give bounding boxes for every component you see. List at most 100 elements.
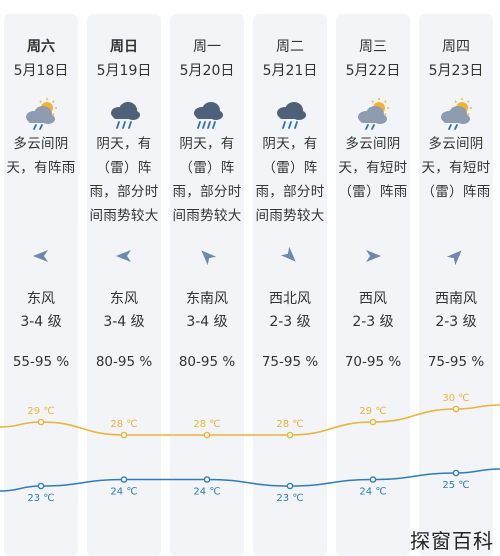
- high-temp-label: 28 ℃: [276, 419, 303, 430]
- watermark: 探窗百科: [410, 529, 494, 553]
- high-temp-line: [0, 404, 500, 436]
- day-name: 周六: [27, 39, 55, 55]
- day-name: 周日: [110, 39, 138, 55]
- wind-level: 3-4 级: [103, 314, 145, 330]
- high-temp-point: [369, 418, 377, 426]
- low-temp-point: [452, 469, 460, 477]
- arrow-up-left-icon: [197, 246, 217, 266]
- weather-description-line: （雷）阵: [96, 160, 152, 176]
- day-column: 周一 5月20日 阴天，有 （雷）阵 雨，部分时 间雨势较大 东南风 3-4 级 80…: [170, 14, 244, 556]
- high-temp-point: [452, 405, 460, 413]
- day-column: 周四 5月23日 多云间阴天，有短时 （雷）阵雨 西南风 2-3 级 75-95 …: [419, 14, 493, 556]
- weather-description-line: （雷）阵: [179, 160, 235, 176]
- day-name: 周二: [276, 39, 304, 55]
- wind-direction: 东风: [110, 291, 138, 307]
- weather-description: 多云间阴天，有阵雨: [0, 132, 82, 180]
- arrow-left-icon: [114, 246, 134, 266]
- weather-description-line: 雨，部分时: [255, 184, 325, 200]
- wind-direction: 东南风: [186, 291, 228, 307]
- high-temp-label: 29 ℃: [359, 406, 386, 417]
- high-temp-label: 28 ℃: [193, 419, 220, 430]
- weather-description: 阴天，有 （雷）阵雨，部分时间雨势较大: [249, 132, 331, 228]
- weather-description: 阴天，有 （雷）阵雨，部分时间雨势较大: [83, 132, 165, 228]
- rain-cloud-icon: [107, 98, 141, 130]
- humidity: 75-95 %: [261, 354, 319, 370]
- wind-level: 2-3 级: [435, 314, 477, 330]
- arrow-down-right-icon: [280, 246, 300, 266]
- day-column: 周二 5月21日 阴天，有 （雷）阵雨，部分时间雨势较大 西北风 2-3 级 75…: [253, 14, 327, 556]
- weather-description-line: 间雨势较大: [255, 208, 325, 224]
- weather-description: 阴天，有 （雷）阵 雨，部分时 间雨势较大: [166, 132, 248, 228]
- wind-level: 3-4 级: [186, 314, 228, 330]
- high-temp-label: 29 ℃: [27, 406, 54, 417]
- weather-description-line: （雷）阵雨: [421, 184, 491, 200]
- low-temp-point: [369, 476, 377, 483]
- low-temp-point: [203, 476, 211, 483]
- day-date: 5月20日: [179, 63, 235, 79]
- day-column: 周三 5月22日 多云间阴天，有短时 （雷）阵雨 西风 2-3 级 70-95 %: [336, 14, 410, 556]
- weather-description-line: 间雨势较大: [172, 208, 242, 224]
- day-date: 5月23日: [428, 63, 484, 79]
- low-temp-label: 25 ℃: [442, 480, 469, 491]
- high-temp-point: [203, 431, 211, 439]
- wind-level: 2-3 级: [352, 314, 394, 330]
- low-temp-point: [37, 482, 45, 490]
- wind-direction: 东风: [27, 291, 55, 307]
- weather-description-line: 阴天，有: [179, 136, 235, 152]
- wind-level: 2-3 级: [269, 314, 311, 330]
- day-date: 5月19日: [96, 63, 152, 79]
- low-temp-line: [0, 468, 500, 492]
- day-name: 周一: [193, 39, 221, 55]
- arrow-up-right-icon: [446, 246, 466, 266]
- weather-description-line: （雷）阵: [262, 160, 318, 176]
- partly-cloudy-shower-icon: [356, 98, 390, 130]
- weather-description-line: 阴天，有: [262, 136, 318, 152]
- low-temp-label: 23 ℃: [276, 493, 303, 504]
- day-date: 5月22日: [345, 63, 401, 79]
- weather-description-line: （雷）阵雨: [338, 184, 408, 200]
- weather-description-line: 多云间阴: [13, 136, 69, 152]
- rain-cloud-icon: [273, 98, 307, 130]
- low-temp-label: 24 ℃: [110, 487, 137, 498]
- partly-cloudy-shower-icon: [439, 98, 473, 130]
- high-temp-label: 28 ℃: [110, 419, 137, 430]
- humidity: 80-95 %: [178, 354, 236, 370]
- high-temp-point: [120, 431, 128, 439]
- day-name: 周四: [442, 39, 470, 55]
- arrow-right-icon: [363, 246, 383, 266]
- weather-description-line: 天，有短时: [421, 160, 491, 176]
- low-temp-point: [286, 482, 294, 490]
- arrow-left-icon: [31, 246, 51, 266]
- humidity: 70-95 %: [344, 354, 402, 370]
- weather-description-line: 阴天，有: [96, 136, 152, 152]
- wind-direction: 西风: [359, 291, 387, 307]
- weather-description-line: 间雨势较大: [89, 208, 159, 224]
- wind-direction: 西南风: [435, 291, 477, 307]
- weather-description-line: 天，有短时: [338, 160, 408, 176]
- weather-description-line: 天，有阵雨: [6, 160, 76, 176]
- humidity: 55-95 %: [12, 354, 70, 370]
- weather-description: 多云间阴天，有短时 （雷）阵雨: [415, 132, 497, 204]
- high-temp-label: 30 ℃: [442, 393, 469, 404]
- day-column: 周六 5月18日 多云间阴天，有阵雨 东风 3-4 级 55-95 %: [4, 14, 78, 556]
- humidity: 75-95 %: [427, 354, 485, 370]
- day-date: 5月18日: [13, 63, 69, 79]
- weather-description-line: 雨，部分时: [89, 184, 159, 200]
- day-column: 周日 5月19日 阴天，有 （雷）阵雨，部分时间雨势较大 东风 3-4 级 80-…: [87, 14, 161, 556]
- day-date: 5月21日: [262, 63, 318, 79]
- high-temp-point: [37, 418, 45, 426]
- wind-level: 3-4 级: [20, 314, 62, 330]
- day-name: 周三: [359, 39, 387, 55]
- weather-description-line: 多云间阴: [428, 136, 484, 152]
- humidity: 80-95 %: [95, 354, 153, 370]
- partly-cloudy-shower-icon: [24, 98, 58, 130]
- wind-direction: 西北风: [269, 291, 311, 307]
- low-temp-label: 23 ℃: [27, 493, 54, 504]
- heavy-rain-cloud-icon: [190, 98, 224, 130]
- low-temp-point: [120, 476, 128, 483]
- low-temp-label: 24 ℃: [193, 487, 220, 498]
- weather-description: 多云间阴天，有短时 （雷）阵雨: [332, 132, 414, 204]
- weather-description-line: 多云间阴: [345, 136, 401, 152]
